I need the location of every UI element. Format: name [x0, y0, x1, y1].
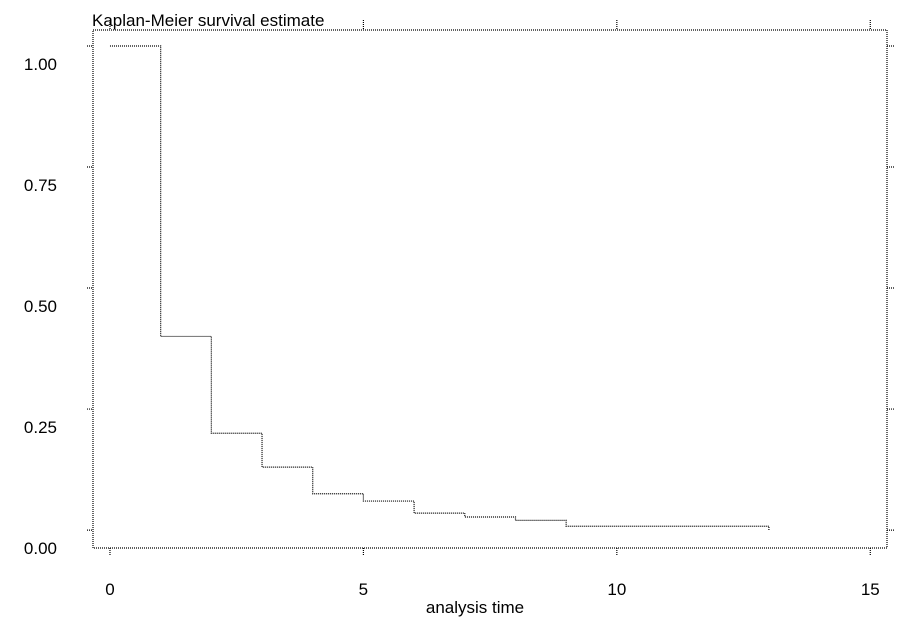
- plot-frame: [92, 29, 888, 549]
- x-axis-label: analysis time: [426, 598, 524, 617]
- survival-curve: [109, 45, 770, 531]
- chart-title: Kaplan-Meier survival estimate: [92, 11, 324, 30]
- y-tick-label: 0.00: [24, 539, 57, 558]
- y-tick-label: 0.75: [24, 176, 57, 195]
- y-tick-label: 1.00: [24, 55, 57, 74]
- y-tick-label: 0.25: [24, 418, 57, 437]
- x-tick-label: 0: [105, 580, 114, 599]
- y-tick-label: 0.50: [24, 297, 57, 316]
- x-tick-label: 10: [607, 580, 626, 599]
- x-tick-label: 5: [359, 580, 368, 599]
- x-tick-label: 15: [861, 580, 880, 599]
